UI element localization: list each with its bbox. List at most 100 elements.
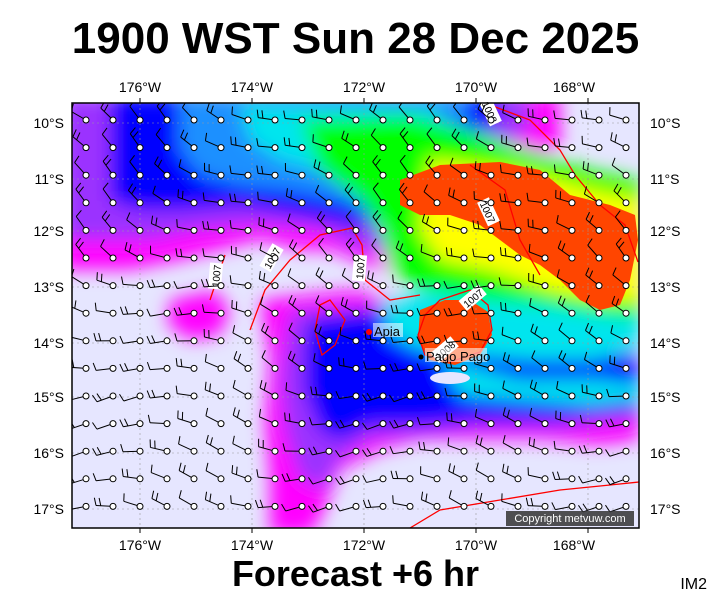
wind-barb-feather (556, 471, 561, 480)
wind-station-dot (271, 144, 279, 152)
wind-barb-feather (256, 165, 259, 174)
svg-text:16°S: 16°S (650, 445, 681, 461)
wind-barb-feather (260, 296, 264, 305)
wind-station-dot (163, 420, 171, 428)
wind-barb-feather (229, 193, 232, 202)
wind-barb-feather (477, 220, 480, 229)
wind-barb-feather (474, 161, 477, 170)
wind-barb-feather (204, 353, 207, 362)
wind-barb-feather (146, 279, 151, 288)
wind-station-dot (82, 116, 90, 124)
wind-barb-feather (526, 165, 529, 174)
wind-station-dot (460, 309, 468, 317)
wind-station-dot (217, 309, 225, 317)
wind-barb-feather (258, 408, 262, 417)
wind-station-dot (244, 171, 252, 179)
wind-station-dot (244, 420, 252, 428)
wind-station-dot (136, 337, 144, 345)
wind-barb-feather (498, 277, 502, 286)
pago-pago-marker-icon (418, 354, 424, 360)
svg-text:172°W: 172°W (343, 537, 386, 553)
wind-station-dot (487, 447, 495, 455)
wind-station-dot (460, 116, 468, 124)
wind-barb-feather (151, 279, 156, 288)
wind-station-dot (568, 447, 576, 455)
wind-barb-feather (416, 417, 421, 425)
wind-station-dot (190, 502, 198, 510)
wind-station-dot (82, 364, 90, 372)
wind-barb-feather (237, 353, 242, 362)
wind-station-dot (271, 447, 279, 455)
wind-barb-feather (448, 490, 452, 499)
wind-station-dot (487, 226, 495, 234)
wind-station-dot (406, 144, 414, 152)
wind-barb-feather (178, 159, 182, 168)
wind-barb-feather (389, 363, 394, 372)
wind-barb-feather (175, 385, 178, 394)
wind-station-dot (514, 254, 522, 262)
wind-barb-feather (339, 419, 345, 428)
wind-barb-feather (558, 322, 563, 331)
wind-barb-feather (583, 445, 588, 453)
wind-barb-feather (120, 443, 124, 452)
wind-barb-feather (202, 220, 205, 229)
wind-barb-feather (605, 419, 610, 428)
wind-station-dot (568, 337, 576, 345)
wind-barb-feather (344, 182, 351, 191)
wind-station-dot (514, 392, 522, 400)
wind-station-dot (379, 392, 387, 400)
wind-station-dot (136, 116, 144, 124)
wind-station-dot (271, 116, 279, 124)
wind-station-dot (433, 502, 441, 510)
wind-barb-feather (175, 358, 178, 367)
wind-station-dot (514, 144, 522, 152)
wind-barb-feather (74, 155, 80, 163)
wind-barb-feather (585, 267, 590, 276)
wind-barb-feather (341, 130, 345, 139)
wind-barb-feather (589, 215, 594, 223)
copyright-badge: Copyright metvuw.com (506, 511, 634, 526)
wind-station-dot (163, 199, 171, 207)
wind-barb-feather (285, 188, 288, 197)
wind-station-dot (190, 420, 198, 428)
wind-barb-feather (105, 158, 112, 166)
wind-station-dot (595, 254, 603, 262)
wind-barb-feather (425, 155, 431, 163)
wind-station-dot (622, 199, 630, 207)
wind-station-dot (622, 475, 630, 483)
wind-station-dot (190, 144, 198, 152)
wind-barb-feather (129, 155, 135, 162)
svg-text:14°S: 14°S (650, 335, 681, 351)
wind-station-dot (163, 475, 171, 483)
wind-barb-feather (126, 469, 129, 478)
wind-station-dot (487, 420, 495, 428)
wind-station-dot (217, 226, 225, 234)
wind-station-dot (217, 254, 225, 262)
wind-barb-feather (479, 162, 481, 171)
svg-text:174°W: 174°W (231, 79, 274, 95)
wind-barb-feather (103, 104, 109, 112)
wind-barb-feather (372, 104, 377, 113)
wind-barb-feather (421, 213, 426, 222)
wind-barb-feather (127, 183, 134, 191)
wind-station-dot (217, 392, 225, 400)
wind-barb-feather (416, 308, 421, 316)
wind-barb-feather (209, 437, 213, 446)
wind-barb-feather (585, 322, 589, 331)
wind-barb-feather (420, 243, 423, 253)
wind-barb-feather (78, 186, 85, 194)
wind-barb-feather (288, 322, 293, 331)
wind-barb-feather (448, 307, 453, 316)
wind-station-dot (82, 282, 90, 290)
wind-barb-feather (345, 210, 352, 217)
wind-barb-feather (317, 161, 321, 170)
wind-station-dot (136, 254, 144, 262)
wind-station-dot (460, 337, 468, 345)
wind-barb-feather (315, 109, 318, 118)
wind-station-dot (352, 364, 360, 372)
wind-station-dot (433, 116, 441, 124)
wind-station-dot (514, 364, 522, 372)
wind-barb-feather (104, 214, 111, 222)
wind-station-dot (568, 144, 576, 152)
wind-station-dot (514, 199, 522, 207)
